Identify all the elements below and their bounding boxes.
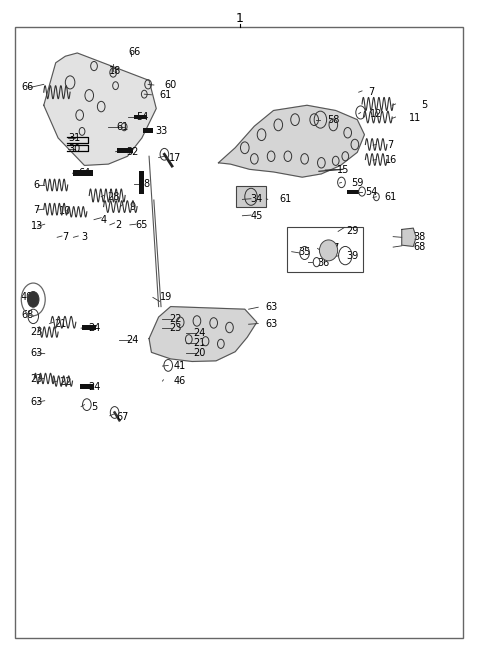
Text: 61: 61 (384, 193, 397, 202)
Text: 20: 20 (193, 348, 205, 358)
Text: 23: 23 (30, 327, 43, 337)
Text: 6: 6 (34, 180, 40, 190)
Text: 5: 5 (421, 100, 427, 110)
Text: 38: 38 (413, 232, 426, 242)
Text: 23: 23 (30, 374, 43, 384)
Text: 32: 32 (126, 147, 139, 157)
Text: 2: 2 (115, 220, 121, 230)
Text: 5: 5 (91, 402, 97, 411)
Text: 35: 35 (299, 247, 311, 257)
Bar (139, 172, 144, 193)
Text: 61: 61 (279, 195, 291, 204)
Text: 7: 7 (388, 140, 394, 150)
Text: 37: 37 (327, 244, 339, 253)
Text: 22: 22 (59, 377, 72, 387)
Bar (348, 190, 360, 195)
Text: 54: 54 (136, 112, 148, 122)
Text: 63: 63 (265, 302, 277, 312)
Text: 68: 68 (21, 310, 33, 320)
Text: 59: 59 (351, 178, 363, 188)
Text: 13: 13 (30, 221, 43, 231)
Text: 16: 16 (384, 155, 397, 165)
Text: 40: 40 (21, 291, 33, 302)
Polygon shape (149, 307, 257, 362)
Bar (82, 325, 96, 330)
Polygon shape (44, 53, 156, 166)
Text: 24: 24 (193, 328, 205, 339)
Text: 7: 7 (369, 87, 375, 97)
Text: 46: 46 (174, 376, 186, 386)
Text: 28: 28 (107, 192, 120, 202)
Text: 39: 39 (347, 252, 359, 261)
Bar (73, 170, 93, 176)
Text: 22: 22 (169, 314, 181, 324)
Text: 4: 4 (100, 215, 107, 225)
Bar (117, 148, 133, 153)
Text: 21: 21 (193, 338, 205, 348)
Text: 9: 9 (129, 202, 135, 212)
Text: 65: 65 (136, 220, 148, 230)
Circle shape (27, 291, 39, 307)
Text: 68: 68 (413, 242, 426, 252)
Text: 21: 21 (54, 318, 67, 329)
Text: 63: 63 (265, 318, 277, 329)
Text: 41: 41 (174, 361, 186, 371)
Text: 31: 31 (69, 133, 81, 143)
Text: 63: 63 (30, 348, 43, 358)
Text: 36: 36 (318, 259, 330, 269)
Text: 8: 8 (144, 179, 150, 189)
Bar (80, 384, 94, 389)
Text: 61: 61 (160, 90, 172, 100)
Ellipse shape (320, 240, 337, 261)
Text: 67: 67 (117, 412, 129, 422)
Text: 7: 7 (62, 233, 69, 242)
Text: 61: 61 (117, 122, 129, 132)
Text: 24: 24 (88, 382, 100, 392)
Text: 64: 64 (78, 168, 91, 178)
Text: 24: 24 (126, 335, 139, 345)
Polygon shape (218, 105, 364, 177)
Bar (134, 115, 147, 119)
Text: 66: 66 (129, 47, 141, 57)
Text: 10: 10 (59, 206, 72, 215)
Text: 34: 34 (251, 195, 263, 204)
Text: 7: 7 (34, 205, 40, 215)
Text: 63: 63 (30, 397, 43, 407)
Text: 30: 30 (69, 144, 81, 154)
Text: 15: 15 (336, 165, 349, 175)
Text: 17: 17 (169, 153, 181, 162)
Text: 24: 24 (88, 323, 100, 333)
Text: 29: 29 (346, 227, 359, 236)
Bar (143, 128, 154, 133)
Bar (287, 227, 362, 272)
Text: 45: 45 (251, 211, 263, 221)
Text: 23: 23 (169, 323, 181, 333)
Text: 66: 66 (21, 82, 33, 92)
Text: 58: 58 (327, 115, 339, 124)
Text: 3: 3 (82, 233, 87, 242)
Text: 33: 33 (155, 126, 167, 136)
Text: 11: 11 (408, 113, 421, 123)
Text: 60: 60 (165, 80, 177, 90)
Text: 12: 12 (370, 109, 383, 119)
Text: 18: 18 (109, 66, 122, 75)
Polygon shape (402, 228, 416, 246)
Bar (236, 185, 266, 207)
Text: 1: 1 (236, 12, 244, 26)
Text: 19: 19 (160, 292, 172, 303)
Text: 54: 54 (365, 187, 378, 197)
